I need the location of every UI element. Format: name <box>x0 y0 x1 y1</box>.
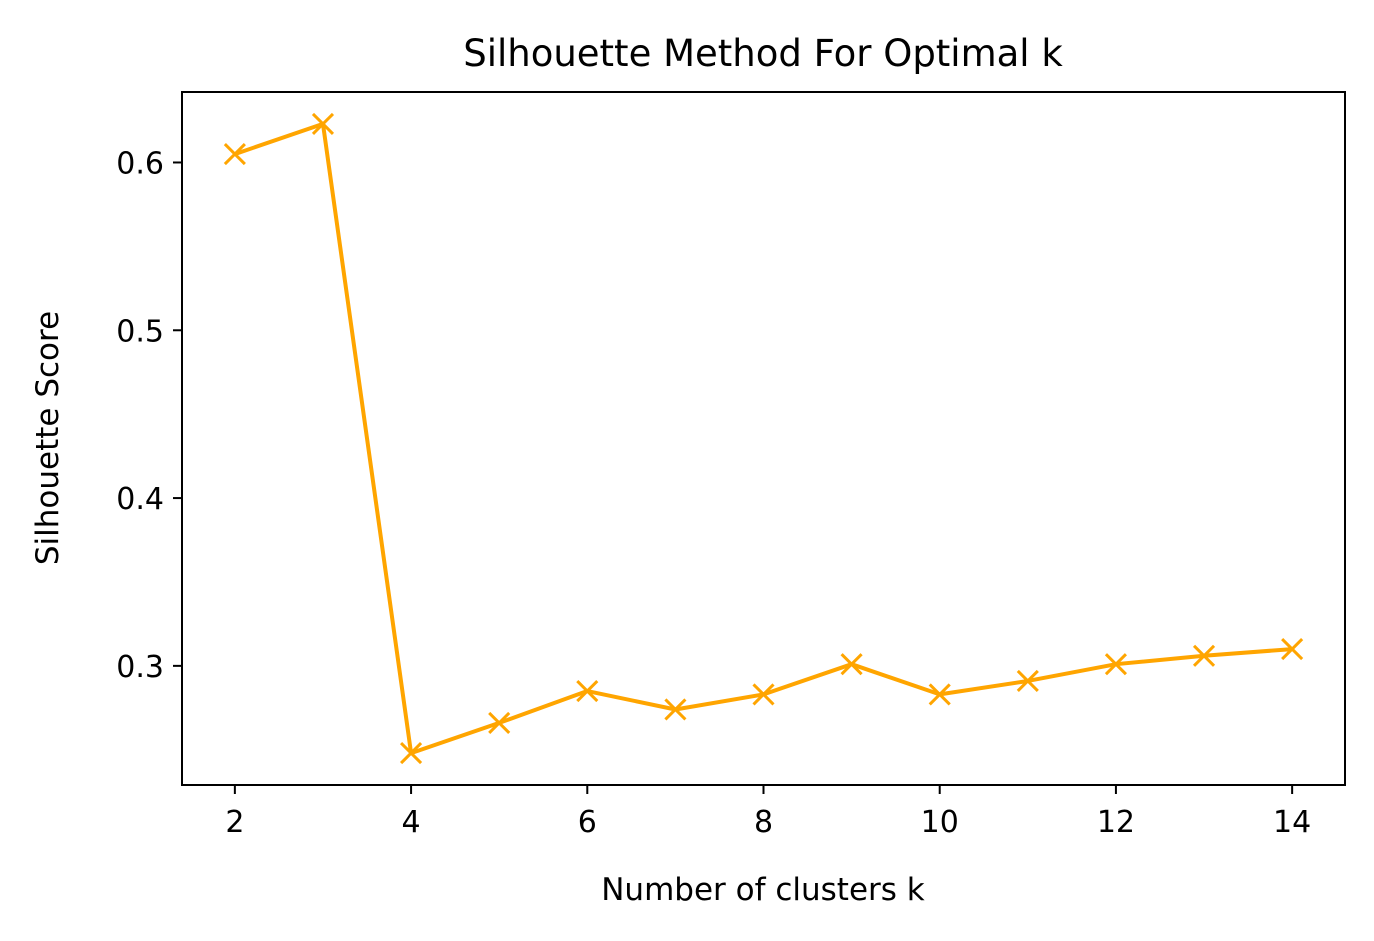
data-point-marker <box>311 112 335 135</box>
data-point-marker <box>1104 653 1127 676</box>
y-tick-label: 0.5 <box>116 314 164 349</box>
y-tick-label: 0.6 <box>116 146 164 181</box>
tick-group: 2 4 6 8 10 12 14 0.3 0.4 0.5 0.6 <box>116 146 1311 840</box>
plot-area-frame <box>181 91 1346 786</box>
x-tick-label: 8 <box>754 805 773 840</box>
data-point-marker <box>400 742 423 765</box>
data-point-marker <box>928 683 951 706</box>
data-point-marker <box>576 679 599 703</box>
data-point-marker <box>840 653 863 676</box>
y-axis-label: Silhouette Score <box>30 311 66 565</box>
x-tick-label: 6 <box>578 805 597 840</box>
x-tick-label: 2 <box>225 805 244 840</box>
x-tick-label: 10 <box>921 805 959 840</box>
data-point-marker <box>223 143 246 166</box>
data-point-marker <box>1281 638 1304 661</box>
marker-group <box>223 112 1304 765</box>
data-point-marker <box>1016 669 1039 693</box>
data-point-marker <box>1192 644 1216 667</box>
y-tick-label: 0.4 <box>116 482 164 517</box>
x-tick-label: 4 <box>402 805 421 840</box>
data-point-marker <box>488 711 511 734</box>
y-tick-label: 0.3 <box>116 650 164 685</box>
x-tick-label: 12 <box>1097 805 1135 840</box>
data-point-marker <box>752 683 775 706</box>
chart-title: Silhouette Method For Optimal k <box>463 32 1063 75</box>
x-tick-label: 14 <box>1273 805 1311 840</box>
data-point-marker <box>664 698 687 721</box>
x-axis-label: Number of clusters k <box>601 872 925 908</box>
